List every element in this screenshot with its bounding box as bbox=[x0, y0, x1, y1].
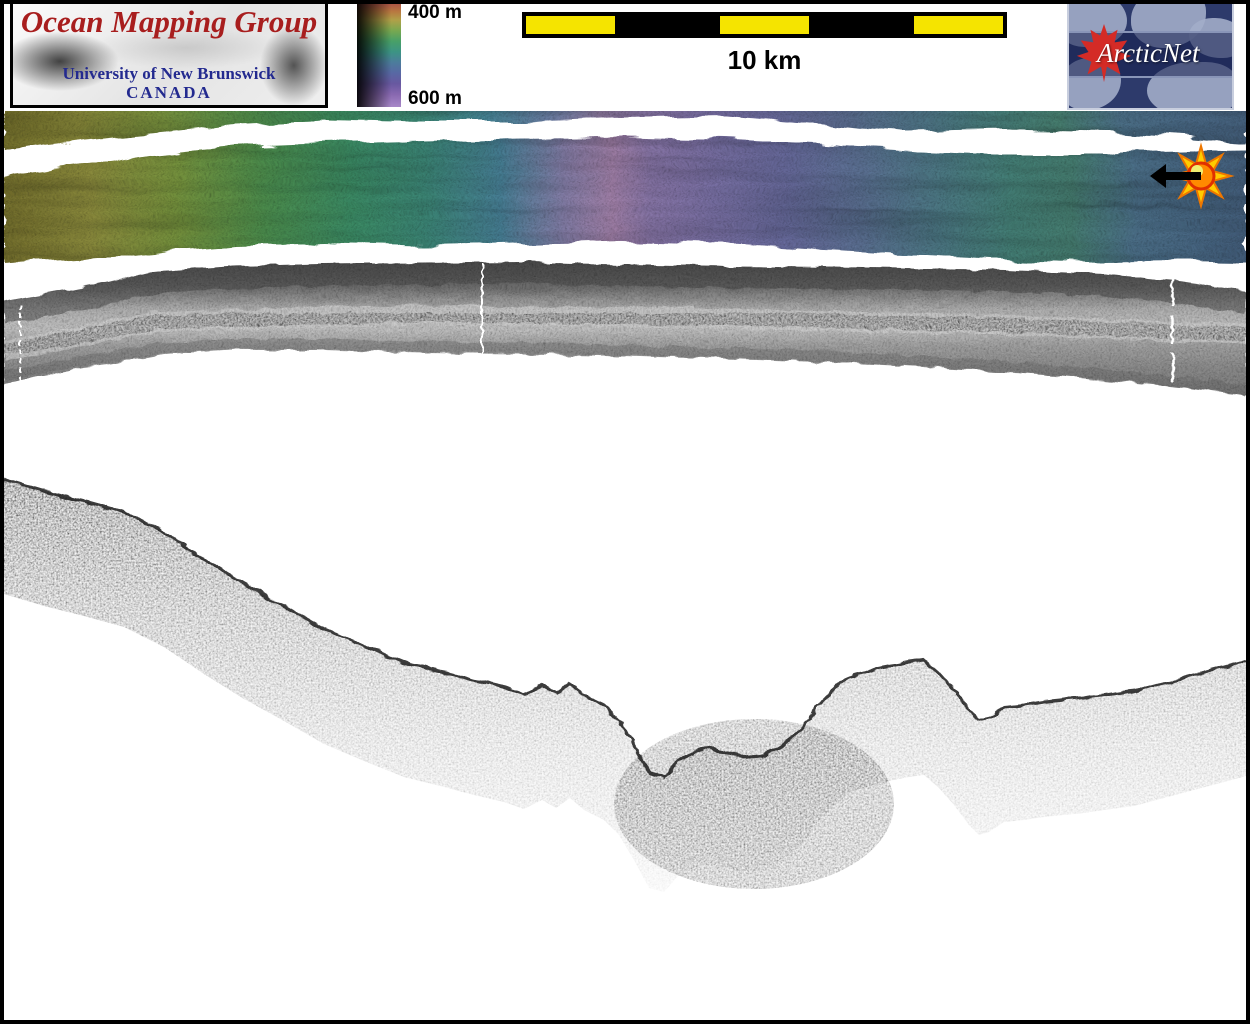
depth-colorbar bbox=[357, 4, 401, 107]
omg-logo-title: Ocean Mapping Group bbox=[20, 4, 318, 39]
scale-bar-label: 10 km bbox=[727, 45, 802, 75]
arcticnet-logo-text: ArcticNet bbox=[1097, 38, 1200, 68]
colorbar-top-label: 400 m bbox=[408, 2, 462, 23]
scale-bar-segment bbox=[526, 16, 615, 34]
colorbar-bottom-label: 600 m bbox=[408, 88, 462, 109]
sidescan-track-break-line bbox=[481, 264, 483, 358]
seafloor-profile bbox=[4, 477, 1246, 892]
scale-bar-segment bbox=[720, 16, 809, 34]
scale-bar-segment bbox=[914, 16, 1003, 34]
ocean-mapping-group-logo: Ocean Mapping Group University of New Br… bbox=[10, 4, 328, 108]
multibeam-swath-2 bbox=[4, 137, 1246, 264]
omg-logo-country: CANADA bbox=[126, 83, 212, 102]
sidescan-strip bbox=[4, 261, 1246, 396]
sonar-graphics-layer bbox=[4, 4, 1246, 892]
seafloor-reflector-line bbox=[4, 477, 1246, 779]
map-scale-bar bbox=[522, 12, 1007, 38]
omg-logo-institution: University of New Brunswick bbox=[62, 64, 276, 83]
arrow-left-icon bbox=[1150, 164, 1201, 188]
arcticnet-logo: ArcticNet bbox=[1067, 4, 1234, 110]
sun-icon bbox=[1167, 142, 1235, 210]
subbottom-deep-return bbox=[614, 719, 894, 889]
legend-band: Ocean Mapping Group University of New Br… bbox=[4, 4, 1246, 111]
